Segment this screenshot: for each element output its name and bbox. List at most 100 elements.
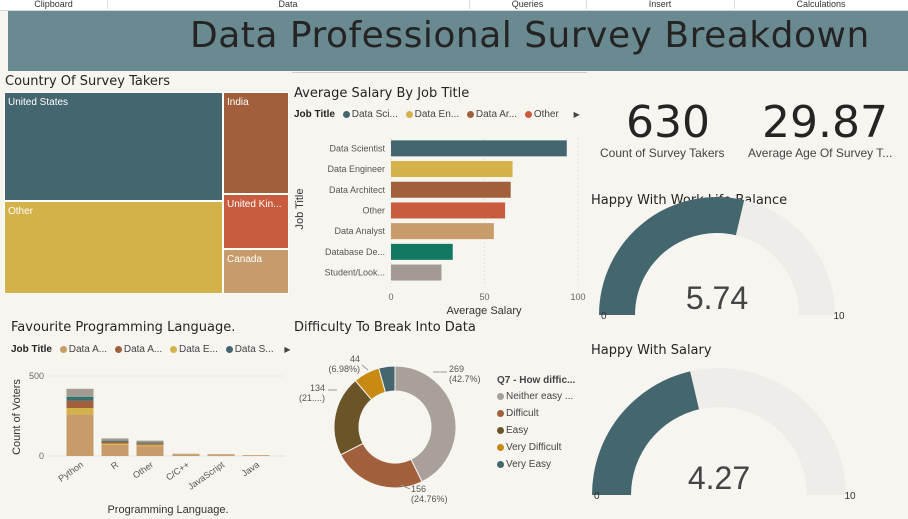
gauge-min-label: 0 [601, 311, 607, 322]
legend-label: Very Easy [506, 459, 552, 470]
language-bar-segment[interactable] [101, 440, 129, 442]
y-tick-label: Other [362, 205, 385, 215]
legend-item[interactable]: Data E... [165, 344, 218, 355]
language-bar-segment[interactable] [66, 400, 94, 408]
language-bar-segment[interactable] [101, 443, 129, 445]
y-tick-label: Student/Look... [324, 268, 385, 278]
salary-bar[interactable] [391, 264, 442, 281]
survey-count-value: 630 [626, 97, 710, 148]
language-bar-segment[interactable] [136, 442, 164, 444]
x-axis-title: Average Salary [446, 305, 522, 317]
gauge-fill [592, 371, 699, 495]
difficulty-legend: Q7 - How diffic... Neither easy ... Diff… [497, 375, 575, 476]
survey-count-label: Count of Survey Takers [600, 146, 725, 160]
language-bar-segment[interactable] [66, 414, 94, 456]
legend-dot [497, 426, 504, 434]
language-bar-segment[interactable] [66, 408, 94, 415]
y-tick-label: 0 [39, 451, 44, 461]
salary-bar[interactable] [391, 202, 506, 219]
legend-item[interactable]: Very Easy [497, 459, 575, 470]
average-age-label: Average Age Of Survey T... [748, 146, 893, 160]
legend-dot [497, 460, 504, 468]
legend-label: Data A... [68, 344, 108, 355]
legend-item[interactable]: Difficult [497, 408, 575, 419]
salary-legend: Job Title Data Sci... Data En... Data Ar… [294, 109, 580, 120]
legend-label: Data Ar... [475, 109, 518, 120]
treemap-label: Canada [227, 254, 263, 265]
y-tick-label: Data Engineer [327, 164, 385, 174]
salary-chart-title: Average Salary By Job Title [294, 86, 470, 101]
ribbon-group-queries[interactable]: Queries [469, 0, 587, 9]
legend-dot [342, 110, 350, 118]
donut-slice[interactable] [378, 365, 396, 393]
ribbon-group-clipboard[interactable]: Clipboard [0, 0, 108, 9]
legend-item[interactable]: Very Difficult [497, 442, 575, 453]
salary-bar[interactable] [391, 243, 453, 260]
y-tick-label: Data Architect [329, 185, 386, 195]
treemap-tile-canada[interactable]: Canada [223, 249, 289, 294]
language-bar-segment[interactable] [66, 398, 94, 401]
treemap-tile-united-kingdom[interactable]: United Kin... [223, 194, 289, 249]
donut-slice[interactable] [340, 442, 423, 489]
legend-dot [114, 345, 122, 353]
gauge-min-label: 0 [594, 491, 600, 502]
language-bar-segment[interactable] [172, 454, 200, 456]
legend-label: Neither easy ... [506, 391, 574, 402]
title-banner: Data Professional Survey Breakdown [8, 11, 908, 71]
salary-bar[interactable] [391, 161, 513, 178]
gauge-max-label: 10 [844, 491, 856, 502]
treemap-tile-other[interactable]: Other [4, 201, 223, 294]
data-label-value: 134 [310, 383, 325, 393]
legend-dot [466, 110, 474, 118]
difficulty-chart-title: Difficulty To Break Into Data [294, 320, 476, 335]
legend-title: Job Title [11, 344, 52, 355]
language-bar-segment[interactable] [136, 443, 164, 445]
donut-slice[interactable] [394, 365, 457, 483]
data-label-percent: (6.98%) [328, 364, 360, 374]
language-bar-segment[interactable] [101, 444, 129, 456]
language-chart-title: Favourite Programming Language. [11, 320, 236, 335]
dashboard-title: Data Professional Survey Breakdown [190, 15, 870, 56]
legend-title: Q7 - How diffic... [497, 375, 576, 386]
data-label-percent: (24.76%) [411, 494, 448, 504]
legend-item[interactable]: Neither easy ... [497, 391, 575, 402]
language-bar-segment[interactable] [66, 396, 94, 399]
legend-item[interactable]: Easy [497, 425, 575, 436]
legend-item[interactable]: Other [520, 109, 559, 120]
legend-item[interactable]: Data A... [110, 344, 162, 355]
language-bar-segment[interactable] [66, 388, 94, 397]
gauge-value: 4.27 [688, 460, 750, 496]
legend-item[interactable]: Data S... [221, 344, 274, 355]
legend-item[interactable]: Data En... [401, 109, 459, 120]
language-bar-segment[interactable] [207, 455, 235, 456]
legend-label: Very Difficult [506, 442, 562, 453]
language-bar-segment[interactable] [101, 438, 129, 441]
legend-label: Data Sci... [351, 109, 398, 120]
treemap-tile-united-states[interactable]: United States [4, 92, 223, 201]
average-age-value: 29.87 [762, 97, 888, 148]
legend-next-arrow-icon[interactable]: ▶ [573, 110, 580, 119]
data-label-value: 269 [449, 364, 464, 374]
salary-bar[interactable] [391, 140, 567, 157]
y-tick-label: Data Analyst [334, 226, 385, 236]
language-bar-segment[interactable] [136, 446, 164, 456]
legend-item[interactable]: Data Ar... [462, 109, 517, 120]
legend-next-arrow-icon[interactable]: ▶ [284, 345, 291, 354]
language-bar-segment[interactable] [136, 440, 164, 443]
legend-label: Difficult [506, 408, 539, 419]
language-bar-segment[interactable] [136, 444, 164, 447]
data-label-value: 156 [411, 484, 426, 494]
treemap-title: Country Of Survey Takers [5, 74, 171, 89]
ribbon-group-calculations[interactable]: Calculations [796, 0, 846, 9]
legend-item[interactable]: Data Sci... [338, 109, 398, 120]
language-bar-segment[interactable] [101, 441, 129, 444]
treemap-label: United States [8, 97, 69, 108]
treemap-tile-india[interactable]: India [223, 92, 289, 194]
ribbon-group-data[interactable]: Data [107, 0, 470, 9]
salary-bar[interactable] [391, 181, 511, 198]
legend-item[interactable]: Data A... [55, 344, 107, 355]
salary-bar[interactable] [391, 223, 494, 240]
language-legend: Job Title Data A... Data A... Data E... … [11, 344, 291, 355]
ribbon-group-insert[interactable]: Insert [586, 0, 735, 9]
